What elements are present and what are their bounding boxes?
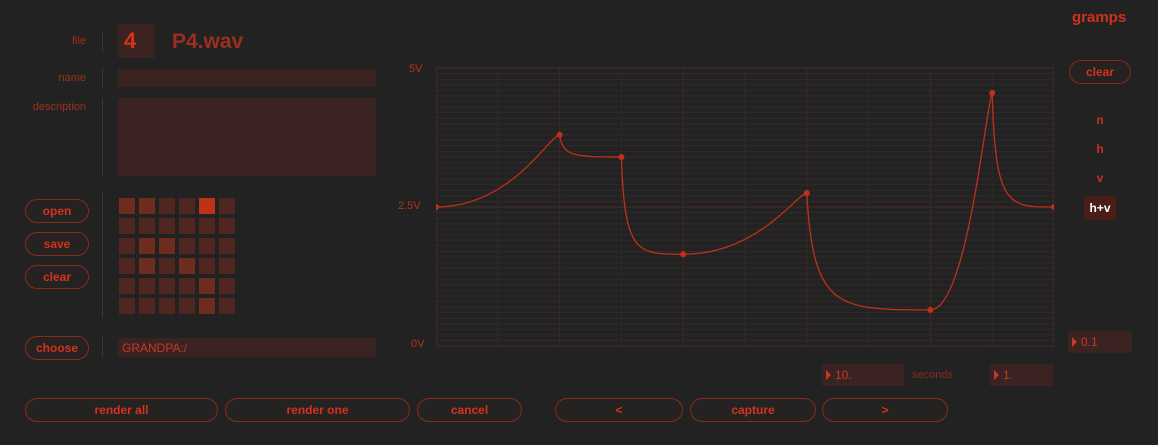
second-value-box[interactable]: 1. bbox=[990, 364, 1053, 386]
grid-cell[interactable] bbox=[199, 258, 215, 274]
path-value: GRANDPA:/ bbox=[122, 340, 188, 355]
grid-cell[interactable] bbox=[159, 198, 175, 214]
envelope-graph[interactable] bbox=[436, 62, 1054, 352]
grid-cell[interactable] bbox=[159, 258, 175, 274]
grid-cell[interactable] bbox=[219, 218, 235, 234]
open-button[interactable]: open bbox=[25, 199, 89, 223]
grid-cell[interactable] bbox=[179, 238, 195, 254]
envelope-point bbox=[1051, 204, 1054, 210]
slot-grid[interactable] bbox=[119, 198, 237, 316]
grid-cell[interactable] bbox=[159, 278, 175, 294]
divider bbox=[102, 193, 103, 318]
save-button[interactable]: save bbox=[25, 232, 89, 256]
file-number-box[interactable]: 4 bbox=[118, 24, 155, 58]
envelope-point bbox=[927, 306, 934, 313]
grid-cell[interactable] bbox=[199, 238, 215, 254]
divider bbox=[102, 32, 103, 52]
envelope-curve bbox=[436, 90, 1054, 311]
grid-cell[interactable] bbox=[219, 278, 235, 294]
grid-cell[interactable] bbox=[219, 198, 235, 214]
grid-cell[interactable] bbox=[139, 258, 155, 274]
grid-cell[interactable] bbox=[139, 238, 155, 254]
grid-cell[interactable] bbox=[119, 198, 135, 214]
divider bbox=[102, 337, 103, 357]
divider bbox=[102, 98, 103, 176]
clear-graph-button[interactable]: clear bbox=[1069, 60, 1131, 84]
grid-cell[interactable] bbox=[199, 298, 215, 314]
duration-box[interactable]: 10. bbox=[822, 364, 904, 386]
grid-cell[interactable] bbox=[179, 278, 195, 294]
grid-cell[interactable] bbox=[219, 298, 235, 314]
grid-cell[interactable] bbox=[159, 298, 175, 314]
render-one-button[interactable]: render one bbox=[225, 398, 410, 422]
step-box[interactable]: 0.1 bbox=[1068, 331, 1132, 353]
y-label-bottom: 0V bbox=[411, 338, 425, 350]
next-button[interactable]: > bbox=[822, 398, 948, 422]
second-value: 1. bbox=[1003, 368, 1014, 382]
grid-cell[interactable] bbox=[199, 198, 215, 214]
mode-option[interactable]: h bbox=[1096, 142, 1104, 156]
grid-cell[interactable] bbox=[119, 218, 135, 234]
cancel-button[interactable]: cancel bbox=[417, 398, 522, 422]
grid-cell[interactable] bbox=[179, 258, 195, 274]
envelope-point bbox=[556, 131, 563, 138]
brand-logo: gramps bbox=[1072, 9, 1127, 26]
grid-cell[interactable] bbox=[199, 278, 215, 294]
file-number: 4 bbox=[124, 28, 137, 53]
previous-button[interactable]: < bbox=[555, 398, 683, 422]
envelope-point bbox=[989, 90, 996, 97]
name-label: name bbox=[58, 72, 86, 84]
step-value: 0.1 bbox=[1081, 335, 1098, 349]
description-label: description bbox=[32, 101, 86, 113]
name-field[interactable] bbox=[118, 69, 376, 87]
envelope-point bbox=[618, 153, 625, 160]
grid-cell[interactable] bbox=[159, 238, 175, 254]
mode-option[interactable]: h+v bbox=[1084, 196, 1116, 220]
duration-value: 10. bbox=[835, 368, 852, 382]
envelope-point bbox=[803, 190, 810, 197]
grid-cell[interactable] bbox=[159, 218, 175, 234]
render-all-button[interactable]: render all bbox=[25, 398, 218, 422]
capture-button[interactable]: capture bbox=[690, 398, 816, 422]
y-label-top: 5V bbox=[409, 63, 423, 75]
file-label: file bbox=[71, 35, 86, 47]
grid-cell[interactable] bbox=[139, 278, 155, 294]
triangle-icon bbox=[826, 370, 831, 380]
path-field[interactable]: GRANDPA:/ bbox=[118, 338, 376, 357]
mode-selector[interactable]: n h v h+v bbox=[1084, 110, 1116, 220]
duration-unit: seconds bbox=[912, 369, 953, 381]
divider bbox=[102, 68, 103, 88]
grid-cell[interactable] bbox=[179, 298, 195, 314]
grid-cell[interactable] bbox=[179, 198, 195, 214]
description-field[interactable] bbox=[118, 98, 376, 176]
grid-cell[interactable] bbox=[139, 298, 155, 314]
grid-cell[interactable] bbox=[179, 218, 195, 234]
mode-option[interactable]: n bbox=[1096, 113, 1104, 127]
clear-button[interactable]: clear bbox=[25, 265, 89, 289]
grid-cell[interactable] bbox=[119, 238, 135, 254]
file-name: P4.wav bbox=[172, 30, 244, 53]
envelope-point bbox=[436, 204, 439, 210]
grid-cell[interactable] bbox=[139, 218, 155, 234]
grid-cell[interactable] bbox=[119, 258, 135, 274]
grid-cell[interactable] bbox=[199, 218, 215, 234]
triangle-icon bbox=[994, 370, 999, 380]
envelope-point bbox=[680, 251, 687, 258]
mode-option[interactable]: v bbox=[1096, 171, 1104, 185]
choose-button[interactable]: choose bbox=[25, 336, 89, 360]
grid-cell[interactable] bbox=[119, 298, 135, 314]
triangle-icon bbox=[1072, 337, 1077, 347]
grid-cell[interactable] bbox=[119, 278, 135, 294]
grid-cell[interactable] bbox=[219, 238, 235, 254]
y-label-mid: 2.5V bbox=[398, 200, 421, 212]
grid-cell[interactable] bbox=[139, 198, 155, 214]
grid-cell[interactable] bbox=[219, 258, 235, 274]
